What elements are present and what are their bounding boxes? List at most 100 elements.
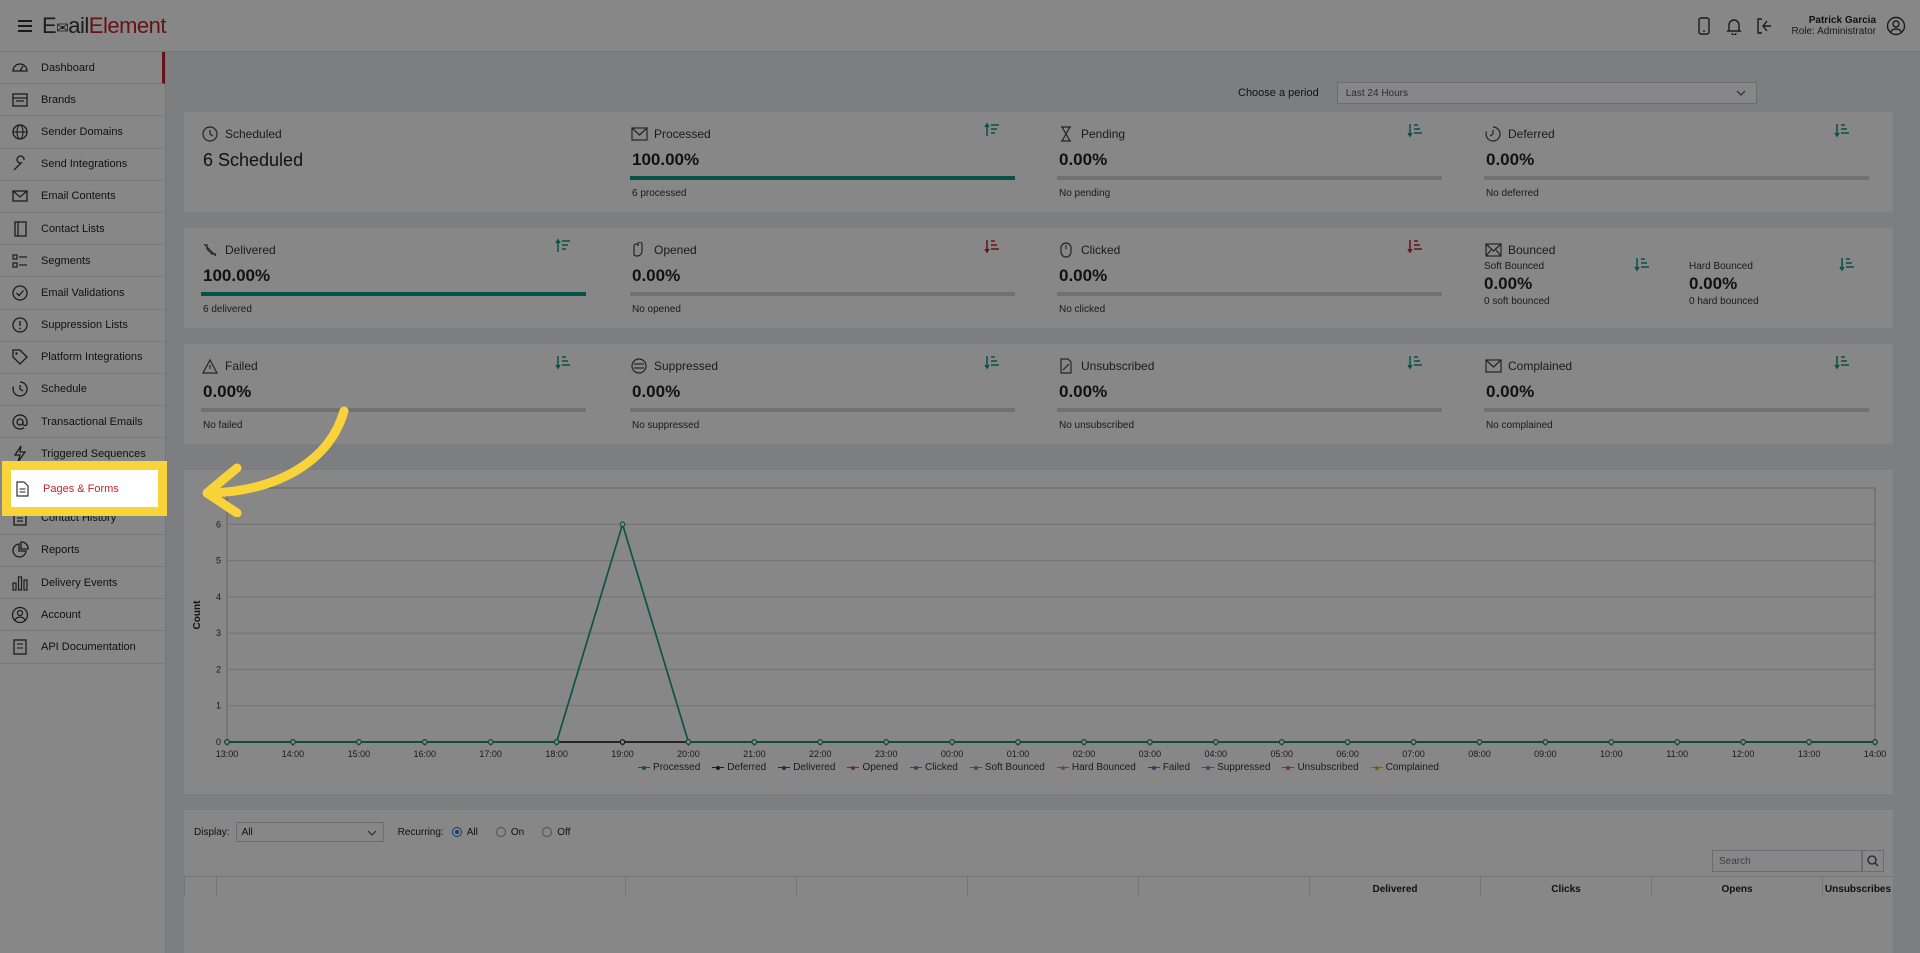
sidebar-item-dashboard[interactable]: Dashboard (0, 52, 165, 85)
data-point (356, 739, 362, 745)
col-unsubscribes[interactable]: Unsubscribes (1822, 877, 1893, 897)
legend-item[interactable]: Failed (1147, 762, 1190, 773)
col-clicks[interactable]: Clicks (1480, 877, 1651, 897)
stat-value: 100.00% (203, 266, 271, 285)
chevron-down-icon (367, 830, 377, 836)
x-tick-label: 18:00 (545, 749, 568, 759)
recurring-all-radio[interactable] (451, 827, 462, 837)
x-tick-label: 14:00 (282, 749, 305, 759)
y-tick-label: 4 (216, 592, 221, 602)
hard-bounced-sub: 0 hard bounced (1689, 296, 1759, 307)
legend-item[interactable]: Hard Bounced (1056, 762, 1136, 773)
sidebar-item-platform-integrations[interactable]: Platform Integrations (0, 342, 165, 374)
sort-asc-icon[interactable] (555, 238, 571, 254)
sort-desc-icon[interactable] (1634, 256, 1650, 272)
x-tick-label: 09:00 (1534, 749, 1557, 759)
delivered-icon (201, 241, 219, 259)
sort-desc-icon[interactable] (555, 354, 571, 370)
data-point (1740, 739, 1746, 745)
logout-icon[interactable] (1754, 16, 1774, 36)
progress-fill (630, 176, 1015, 180)
sidebar-item-delivery-events[interactable]: Delivery Events (0, 567, 165, 600)
bell-icon[interactable] (1724, 16, 1744, 36)
sort-desc-icon[interactable] (1407, 354, 1423, 370)
recurring-on-radio[interactable] (495, 827, 506, 837)
data-point (224, 739, 230, 745)
progress-bar (1057, 176, 1442, 180)
envelope-icon (10, 187, 30, 205)
highlight-pages-forms[interactable]: Pages & Forms (2, 461, 167, 516)
sort-desc-icon[interactable] (984, 354, 1000, 370)
hamburger-menu-icon[interactable] (18, 19, 32, 32)
sidebar-item-segments[interactable]: Segments (0, 245, 165, 278)
sidebar-item-email-validations[interactable]: Email Validations (0, 277, 165, 310)
user-avatar-icon[interactable] (1886, 16, 1906, 36)
logo[interactable]: E✉ailElement (42, 13, 167, 39)
search-placeholder: Search (1719, 855, 1751, 867)
logo-envelope-icon: ✉ (56, 19, 69, 37)
legend-item[interactable]: Unsubscribed (1282, 762, 1359, 773)
legend-item[interactable]: Opened (847, 762, 898, 773)
stat-title: Suppressed (654, 359, 719, 373)
table-header: Delivered Clicks Opens Unsubscribes (184, 876, 1893, 897)
table-header-col (967, 877, 1138, 897)
progress-fill (201, 292, 586, 296)
sidebar-item-reports[interactable]: Reports (0, 535, 165, 567)
sidebar-item-api-documentation[interactable]: API Documentation (0, 631, 165, 664)
stat-subtext: 6 processed (632, 188, 687, 199)
sidebar-item-email-contents[interactable]: Email Contents (0, 181, 165, 213)
sidebar-item-contact-lists[interactable]: Contact Lists (0, 213, 165, 246)
y-tick-label: 2 (216, 664, 221, 674)
y-axis-label: Count (192, 600, 203, 630)
sidebar-item-brands[interactable]: Brands (0, 84, 165, 117)
sidebar-item-label: Sender Domains (41, 125, 123, 138)
soft-bounced-label: Soft Bounced (1484, 261, 1545, 272)
sidebar-item-suppression-lists[interactable]: Suppression Lists (0, 310, 165, 342)
search-input[interactable]: Search (1712, 850, 1862, 872)
wrench-icon (10, 155, 30, 173)
display-select[interactable]: All (235, 822, 384, 842)
legend-label: Processed (653, 762, 701, 773)
period-select[interactable]: Last 24 Hours (1336, 82, 1757, 104)
sidebar-item-label: Brands (41, 93, 76, 106)
search-button[interactable] (1862, 850, 1884, 872)
sort-desc-icon[interactable] (1834, 122, 1850, 138)
legend-item[interactable]: Soft Bounced (969, 762, 1045, 773)
progress-bar (630, 408, 1015, 412)
stat-subtext: No complained (1486, 420, 1553, 431)
legend-item[interactable]: Clicked (910, 762, 958, 773)
legend-item[interactable]: Deferred (712, 762, 766, 773)
sidebar-item-account[interactable]: Account (0, 599, 165, 632)
col-opens[interactable]: Opens (1651, 877, 1822, 897)
legend-swatch (910, 764, 923, 772)
chart-legend: Processed Deferred Delivered Opened Clicked S… (184, 762, 1893, 773)
table-header-col (796, 877, 967, 897)
sidebar-item-send-integrations[interactable]: Send Integrations (0, 149, 165, 181)
mobile-icon[interactable] (1694, 16, 1714, 36)
sidebar-item-transactional-emails[interactable]: Transactional Emails (0, 406, 165, 439)
col-delivered[interactable]: Delivered (1309, 877, 1480, 897)
legend-label: Soft Bounced (984, 762, 1045, 773)
bar-chart-icon (10, 574, 30, 592)
sort-desc-icon[interactable] (1407, 122, 1423, 138)
table-header-col (625, 877, 796, 897)
legend-item[interactable]: Processed (638, 762, 700, 773)
sort-desc-red-icon[interactable] (984, 238, 1000, 254)
sort-desc-icon[interactable] (1834, 354, 1850, 370)
x-tick-label: 13:00 (216, 749, 239, 759)
sidebar-item-label: Delivery Events (41, 576, 118, 589)
x-tick-label: 00:00 (941, 749, 964, 759)
sort-asc-icon[interactable] (984, 122, 1000, 138)
sidebar-item-sender-domains[interactable]: Sender Domains (0, 116, 165, 149)
plot-frame (226, 487, 1876, 743)
legend-item[interactable]: Complained (1370, 762, 1439, 773)
sort-desc-icon[interactable] (1839, 256, 1855, 272)
sidebar-item-label: Dashboard (41, 61, 95, 74)
sort-desc-red-icon[interactable] (1407, 238, 1423, 254)
x-tick-label: 22:00 (809, 749, 832, 759)
legend-swatch (1282, 764, 1295, 772)
legend-item[interactable]: Delivered (778, 762, 835, 773)
legend-item[interactable]: Suppressed (1202, 762, 1270, 773)
sidebar-item-schedule[interactable]: Schedule (0, 374, 165, 407)
recurring-off-radio[interactable] (542, 827, 553, 837)
